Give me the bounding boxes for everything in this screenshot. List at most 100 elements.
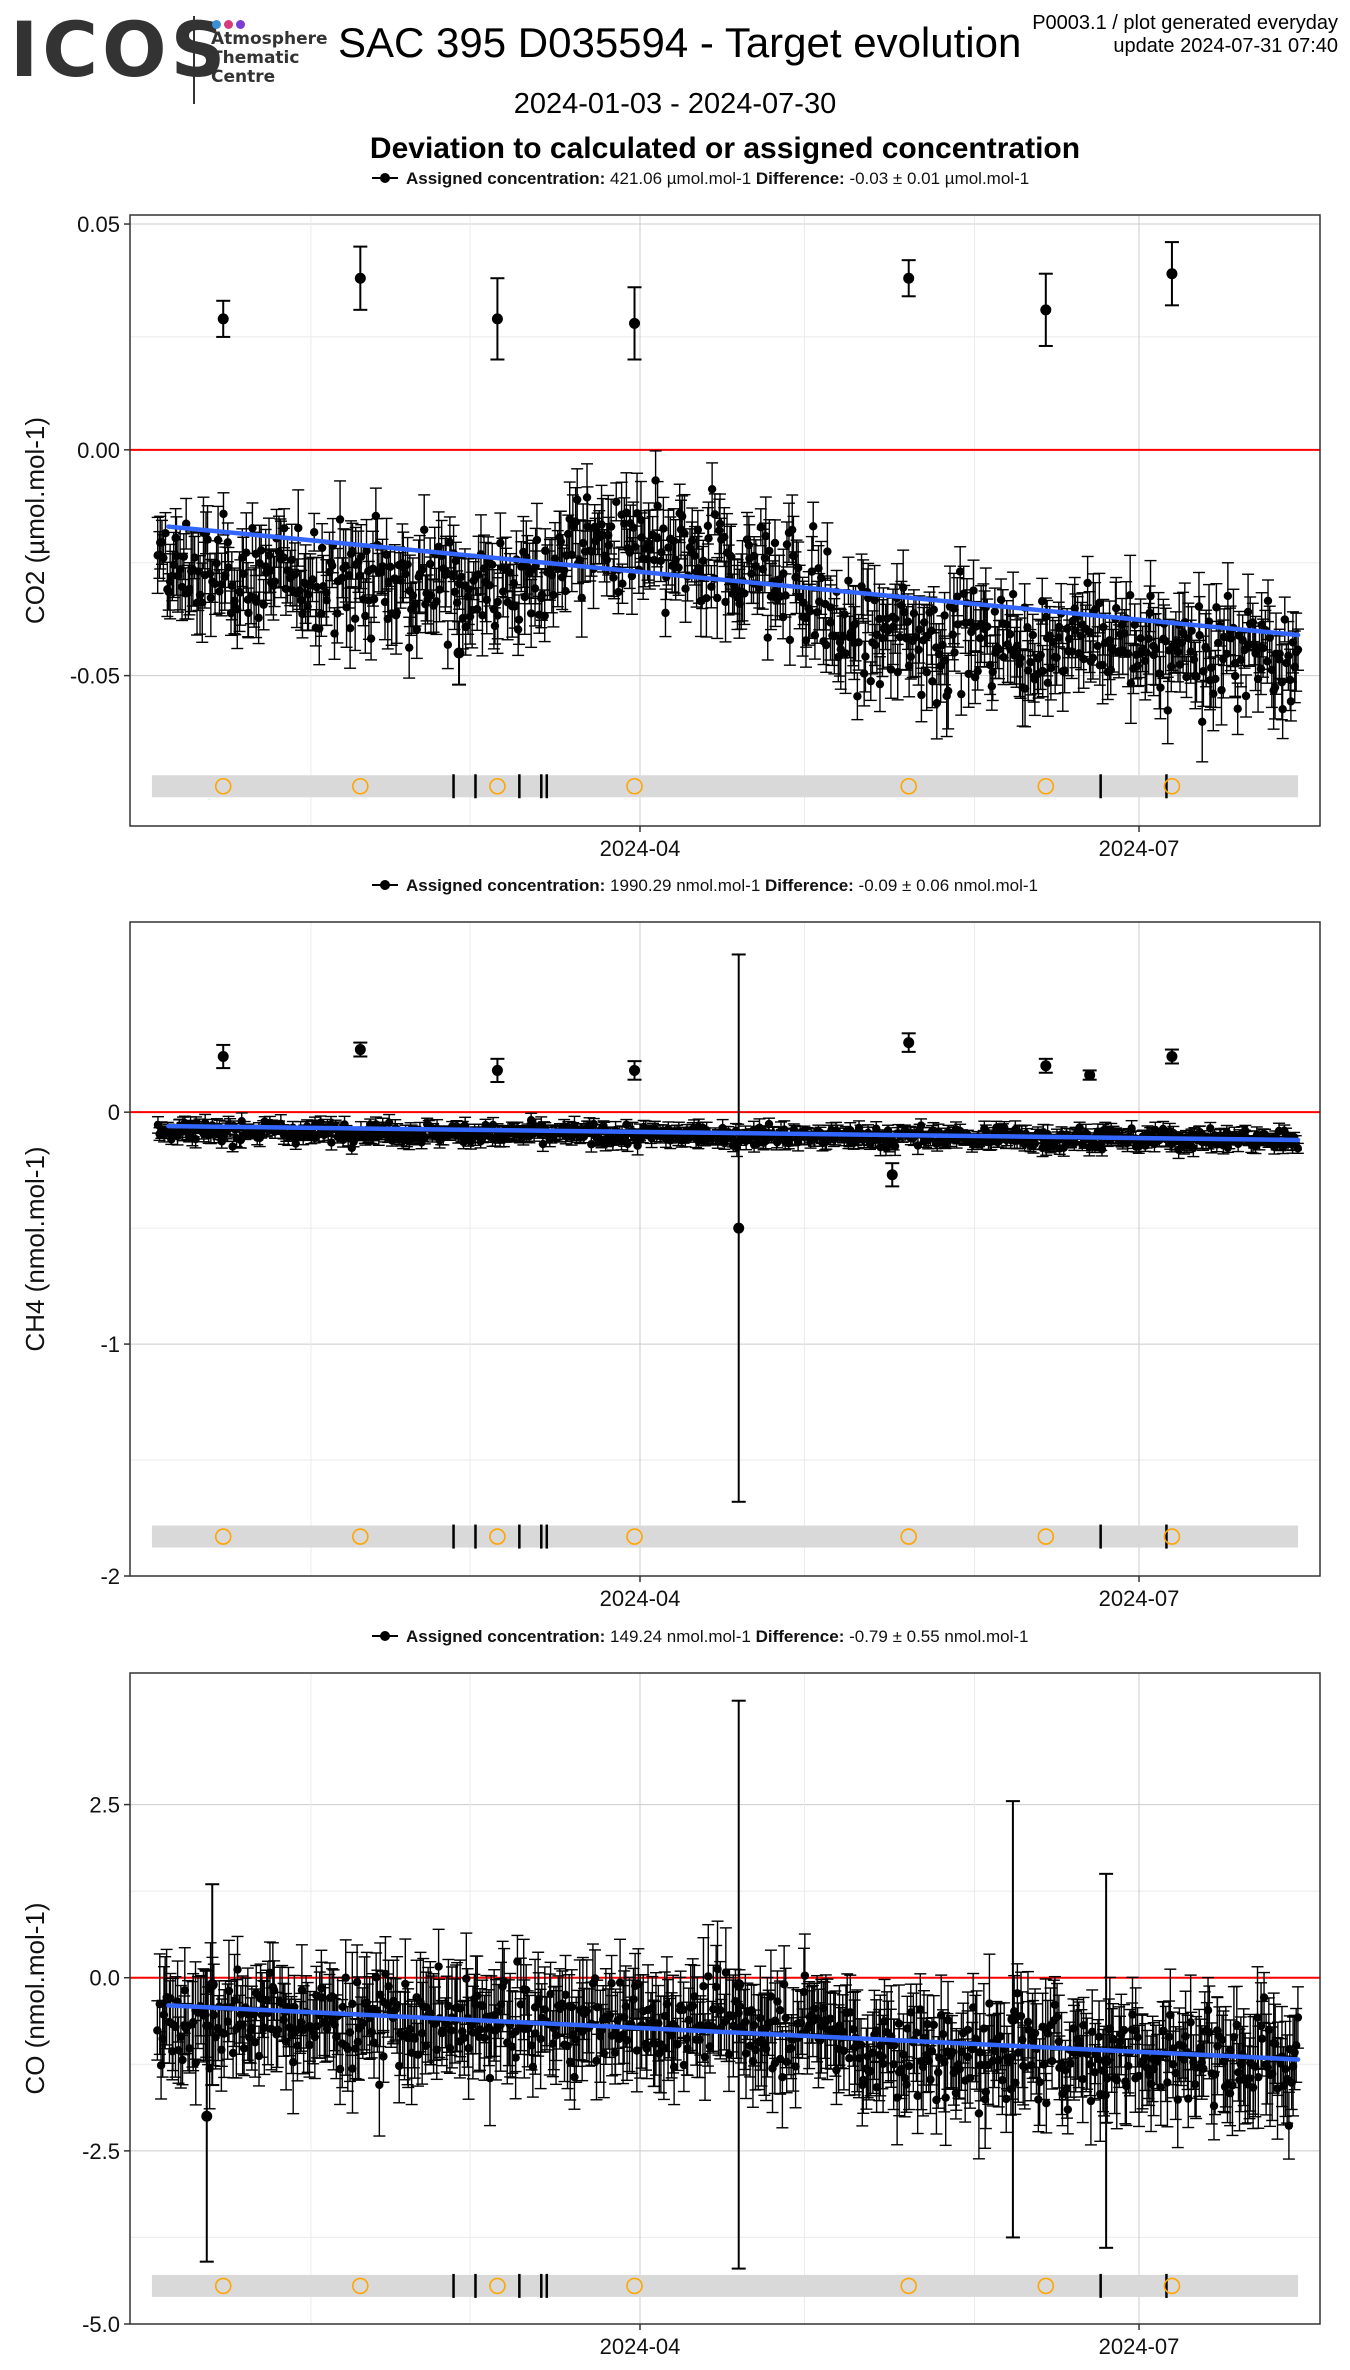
- data-point: [914, 645, 923, 654]
- data-point: [644, 538, 653, 548]
- data-point: [179, 552, 189, 561]
- data-point: [489, 605, 499, 614]
- data-point: [1105, 636, 1114, 645]
- data-point: [571, 517, 580, 527]
- data-point: [248, 523, 257, 533]
- logo-subtitle-line: Centre: [211, 67, 276, 87]
- data-point: [327, 1138, 336, 1147]
- event-circle: [900, 777, 918, 795]
- data-point: [841, 649, 850, 658]
- data-point: [761, 531, 771, 541]
- data-point: [254, 613, 263, 623]
- data-point: [861, 652, 870, 661]
- data-point: [493, 597, 502, 607]
- data-point: [704, 534, 713, 543]
- data-point: [356, 552, 366, 561]
- data-point: [270, 577, 279, 586]
- panel-ch4: Assigned concentration: 1990.29 nmol.mol…: [20, 876, 1321, 1611]
- data-point: [1111, 604, 1121, 613]
- event-circle: [626, 777, 643, 795]
- data-point: [1020, 684, 1030, 693]
- data-point: [452, 598, 462, 607]
- x-tick-label: 2024-04: [600, 836, 681, 861]
- data-point: [488, 1120, 498, 1130]
- data-point: [510, 602, 519, 611]
- data-point: [1083, 578, 1092, 588]
- data-point: [1233, 704, 1242, 713]
- data-point: [949, 604, 959, 613]
- data-point: [392, 608, 401, 617]
- data-point: [279, 553, 288, 562]
- data-point: [195, 590, 205, 600]
- data-point: [661, 608, 670, 618]
- data-point: [1079, 654, 1088, 664]
- data-point: [623, 1139, 632, 1149]
- data-point: [1192, 672, 1201, 681]
- data-point: [496, 538, 505, 548]
- data-point: [435, 585, 444, 594]
- data-point: [259, 600, 268, 609]
- data-point: [1198, 717, 1207, 727]
- data-point: [788, 525, 797, 535]
- legend-text: Assigned concentration: 421.06 µmol.mol-…: [406, 169, 1029, 188]
- event-band: [151, 1525, 1299, 1548]
- data-point: [755, 583, 764, 593]
- data-point: [514, 615, 524, 624]
- data-point: [1085, 627, 1094, 637]
- event-circle: [1037, 777, 1055, 795]
- data-point: [680, 529, 689, 538]
- logo-dot: [224, 20, 233, 29]
- chart-header: ICOS Atmosphere Thematic Centre SAC 395 …: [0, 0, 1350, 180]
- data-point: [369, 595, 379, 604]
- data-point: [707, 582, 716, 591]
- data-point: [418, 565, 427, 574]
- data-point: [883, 1126, 893, 1135]
- outlier-point: [354, 272, 366, 284]
- data-point: [577, 593, 586, 603]
- data-point: [350, 614, 360, 623]
- data-point: [1270, 683, 1280, 692]
- legend-difference-value: -0.09 ± 0.06 nmol.mol-1: [859, 876, 1038, 895]
- data-point: [1008, 589, 1018, 599]
- panel-co2: Assigned concentration: 421.06 µmol.mol-…: [20, 169, 1321, 861]
- data-point: [266, 566, 275, 575]
- legend-difference-value: -0.03 ± 0.01 µmol.mol-1: [849, 169, 1029, 188]
- data-point: [1095, 598, 1104, 608]
- update-timestamp: update 2024-07-31 07:40: [1113, 35, 1338, 57]
- data-point: [1217, 685, 1226, 695]
- data-point: [1285, 675, 1295, 685]
- data-point: [1263, 596, 1273, 605]
- data-point: [844, 576, 853, 585]
- data-point: [432, 597, 441, 606]
- event-circle: [352, 777, 369, 795]
- data-point: [681, 584, 690, 593]
- data-point: [1125, 590, 1135, 600]
- data-point: [1054, 622, 1064, 632]
- data-point: [999, 652, 1008, 662]
- data-point: [707, 484, 717, 494]
- data-point: [782, 540, 792, 549]
- data-point: [886, 665, 896, 674]
- data-point: [645, 545, 655, 554]
- data-point: [384, 1118, 394, 1127]
- data-point: [651, 476, 660, 485]
- data-point: [950, 648, 959, 657]
- data-point: [1195, 631, 1204, 640]
- data-point: [540, 611, 549, 621]
- data-point: [713, 593, 722, 603]
- legend-difference-label: Difference:: [756, 169, 850, 188]
- data-point: [219, 509, 228, 519]
- data-point: [190, 553, 199, 562]
- data-point: [159, 553, 168, 563]
- y-tick-label: 0.00: [77, 438, 120, 463]
- legend-text: Assigned concentration: 1990.29 nmol.mol…: [406, 876, 1038, 895]
- data-point: [239, 569, 248, 579]
- data-point: [840, 610, 849, 619]
- data-point: [1141, 656, 1150, 666]
- data-point: [230, 596, 239, 606]
- event-circle: [1037, 1528, 1055, 1545]
- data-point: [386, 562, 395, 572]
- data-point: [1163, 706, 1172, 715]
- icos-logo: ICOS: [10, 5, 230, 94]
- data-point: [929, 605, 938, 614]
